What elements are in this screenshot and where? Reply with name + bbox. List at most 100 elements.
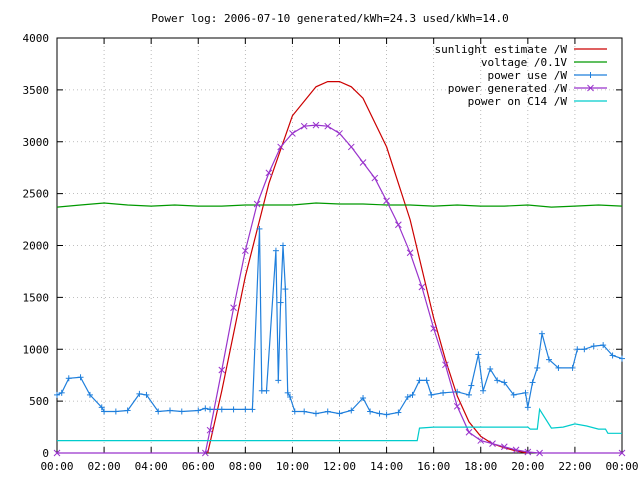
data-point xyxy=(242,406,249,413)
chart-title: Power log: 2006-07-10 generated/kWh=24.3… xyxy=(151,12,509,25)
data-point xyxy=(555,364,562,371)
data-point xyxy=(376,410,383,417)
data-point xyxy=(510,391,517,398)
data-point xyxy=(253,200,261,208)
marker-stroke xyxy=(477,437,485,444)
legend-label: sunlight estimate /W xyxy=(435,43,568,56)
series-4 xyxy=(57,407,622,442)
legend-label: power use /W xyxy=(488,69,568,82)
y-tick-label: 1500 xyxy=(23,291,50,304)
data-point xyxy=(98,404,105,411)
data-point xyxy=(218,366,226,374)
data-point xyxy=(395,221,402,229)
data-point xyxy=(301,408,308,415)
marker-stroke xyxy=(300,122,308,130)
data-point xyxy=(440,389,447,396)
data-point xyxy=(77,374,84,381)
series-group xyxy=(53,80,626,457)
series-2 xyxy=(54,225,625,418)
data-point xyxy=(538,330,545,337)
data-point xyxy=(300,122,308,130)
data-point xyxy=(383,197,390,205)
marker-stroke xyxy=(359,159,367,166)
data-point xyxy=(501,379,508,386)
data-point xyxy=(409,391,416,398)
marker-stroke xyxy=(265,169,273,177)
data-point xyxy=(522,389,529,396)
marker-stroke xyxy=(312,121,320,129)
data-point xyxy=(574,346,581,353)
data-point xyxy=(480,387,487,394)
y-tick-label: 500 xyxy=(29,395,49,408)
data-point xyxy=(546,356,553,363)
data-point xyxy=(143,391,150,398)
data-point xyxy=(418,283,426,291)
data-point xyxy=(475,351,482,358)
y-tick-label: 2500 xyxy=(23,188,50,201)
data-point xyxy=(178,408,185,415)
data-point xyxy=(404,393,411,400)
data-point xyxy=(609,352,616,359)
data-point xyxy=(618,449,626,457)
series-3 xyxy=(53,121,626,457)
data-point xyxy=(406,249,414,257)
data-point xyxy=(534,364,541,371)
data-point xyxy=(360,395,367,402)
data-point xyxy=(512,446,520,454)
legend-item: power generated /W xyxy=(448,82,607,95)
marker-stroke xyxy=(241,247,249,255)
legend-item: voltage /0.1V xyxy=(481,56,607,69)
series-line xyxy=(207,80,528,454)
data-point xyxy=(230,304,237,312)
x-tick-label: 08:00 xyxy=(229,460,262,473)
marker-stroke xyxy=(347,143,355,151)
data-point xyxy=(348,407,355,414)
data-point xyxy=(155,408,162,415)
x-tick-label: 00:00 xyxy=(605,460,638,473)
data-point xyxy=(272,247,279,254)
y-tick-label: 0 xyxy=(42,447,49,460)
data-point xyxy=(230,406,237,413)
legend-item: power on C14 /W xyxy=(468,95,607,108)
data-point xyxy=(263,387,270,394)
data-point xyxy=(136,390,143,397)
data-point xyxy=(324,408,331,415)
data-point xyxy=(500,443,508,451)
data-point xyxy=(430,325,438,332)
data-point xyxy=(195,407,202,414)
legend-label: power on C14 /W xyxy=(468,95,568,108)
legend-label: power generated /W xyxy=(448,82,568,95)
data-point xyxy=(454,388,461,395)
x-tick-label: 00:00 xyxy=(40,460,73,473)
y-tick-label: 2000 xyxy=(23,240,50,253)
marker-stroke xyxy=(277,143,284,151)
x-tick-label: 14:00 xyxy=(370,460,403,473)
x-tick-label: 02:00 xyxy=(88,460,121,473)
data-point xyxy=(312,410,319,417)
legend-item: sunlight estimate /W xyxy=(435,43,607,56)
marker-stroke xyxy=(371,174,379,182)
data-point xyxy=(312,121,320,129)
marker-stroke xyxy=(406,249,414,257)
marker-stroke xyxy=(512,446,520,454)
data-point xyxy=(282,286,289,293)
data-point xyxy=(590,343,597,350)
data-point xyxy=(416,377,423,384)
data-point xyxy=(86,391,93,398)
marker-stroke xyxy=(383,197,390,205)
data-point xyxy=(241,247,249,255)
marker-stroke xyxy=(395,221,402,229)
data-point xyxy=(581,346,588,353)
data-point xyxy=(383,411,390,418)
series-line xyxy=(56,202,623,208)
marker-stroke xyxy=(324,122,332,130)
marker-stroke xyxy=(336,130,343,137)
data-point xyxy=(65,375,72,382)
data-point xyxy=(442,361,449,369)
data-point xyxy=(291,408,298,415)
data-point xyxy=(207,406,214,413)
marker-stroke xyxy=(218,366,226,374)
data-point xyxy=(619,355,625,362)
